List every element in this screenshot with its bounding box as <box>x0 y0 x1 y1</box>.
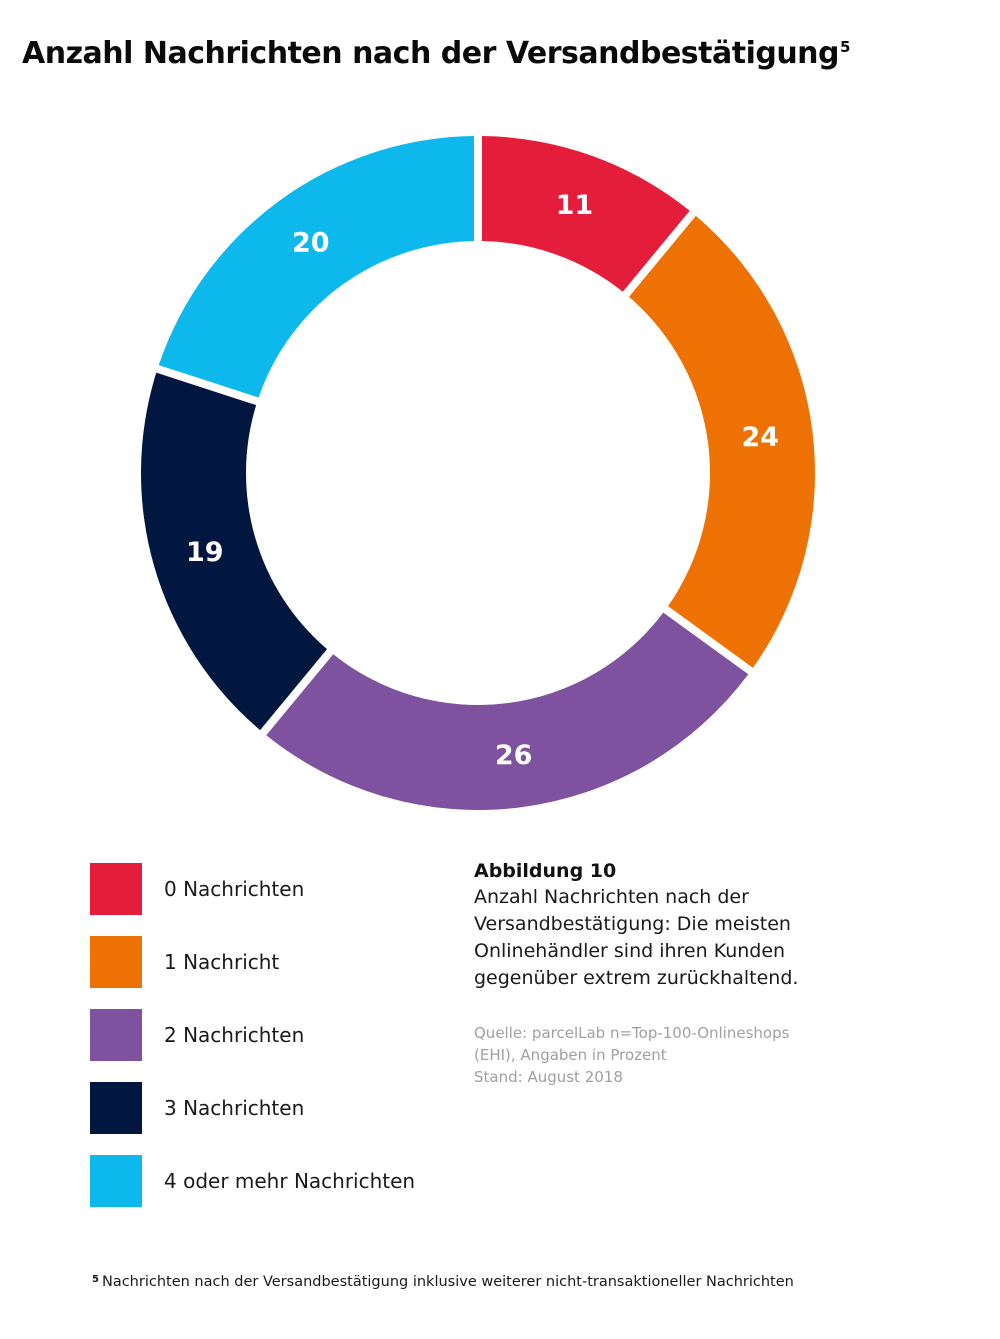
figure-caption: Abbildung 10 Anzahl Nachrichten nach der… <box>474 858 894 1088</box>
donut-slices <box>141 136 815 810</box>
slice-1 <box>628 215 815 668</box>
slice-0 <box>481 136 690 292</box>
slice-label-2: 26 <box>495 740 533 771</box>
slice-3 <box>141 372 328 731</box>
legend-swatch-2 <box>90 1008 142 1061</box>
legend-swatch-4 <box>90 1154 142 1207</box>
legend: 0 Nachrichten 1 Nachricht 2 Nachrichten … <box>90 862 460 1227</box>
slice-label-1: 24 <box>741 422 779 453</box>
legend-label-2: 2 Nachrichten <box>164 1022 305 1047</box>
legend-swatch-0 <box>90 862 142 915</box>
slice-label-0: 11 <box>556 190 594 221</box>
legend-label-0: 0 Nachrichten <box>164 876 305 901</box>
source-line-1: (EHI), Angaben in Prozent <box>474 1046 667 1064</box>
footnote: 5 Nachrichten nach der Versandbestätigung… <box>92 1274 794 1290</box>
caption-text: Anzahl Nachrichten nach der Versandbestä… <box>474 886 799 989</box>
legend-swatch-1 <box>90 935 142 988</box>
title-footnote-ref: 5 <box>840 38 850 56</box>
caption-heading: Abbildung 10 <box>474 860 617 882</box>
legend-item-2: 2 Nachrichten <box>90 1008 460 1061</box>
footnote-text: Nachrichten nach der Versandbestätigung … <box>101 1274 794 1290</box>
legend-item-0: 0 Nachrichten <box>90 862 460 915</box>
slice-2 <box>266 612 749 810</box>
legend-label-4: 4 oder mehr Nachrichten <box>164 1168 416 1193</box>
title-text: Anzahl Nachrichten nach der Versandbestä… <box>22 36 840 71</box>
page-title: Anzahl Nachrichten nach der Versandbestä… <box>22 36 850 71</box>
donut-chart: 11 24 26 19 20 <box>141 136 815 810</box>
legend-item-3: 3 Nachrichten <box>90 1081 460 1134</box>
footnote-mark: 5 <box>92 1274 99 1285</box>
legend-swatch-3 <box>90 1081 142 1134</box>
source-note: Quelle: parcelLab n=Top-100-Onlineshops … <box>474 1022 894 1088</box>
slice-label-3: 19 <box>186 537 224 568</box>
source-line-2: Stand: August 2018 <box>474 1068 623 1086</box>
donut-labels: 11 24 26 19 20 <box>186 190 779 771</box>
source-line-0: Quelle: parcelLab n=Top-100-Onlineshops <box>474 1024 790 1042</box>
legend-label-1: 1 Nachricht <box>164 949 280 974</box>
slice-4 <box>158 136 475 398</box>
slice-label-4: 20 <box>292 227 330 258</box>
legend-label-3: 3 Nachrichten <box>164 1095 305 1120</box>
legend-item-1: 1 Nachricht <box>90 935 460 988</box>
legend-item-4: 4 oder mehr Nachrichten <box>90 1154 460 1207</box>
